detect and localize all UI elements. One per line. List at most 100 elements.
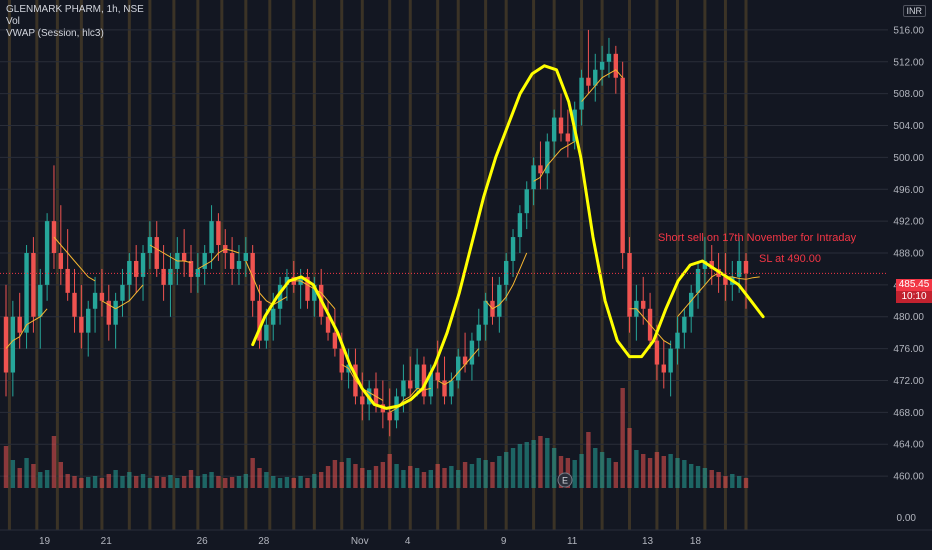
session-band <box>340 0 344 530</box>
candle-body <box>654 340 660 365</box>
candle-body <box>723 276 728 285</box>
volume-bar <box>360 468 365 488</box>
candle-body <box>545 141 550 174</box>
candle-body <box>428 372 434 397</box>
countdown-tag: 10:10 <box>896 291 932 303</box>
volume-bar <box>318 472 324 488</box>
candle-body <box>510 237 516 261</box>
candle-body <box>284 276 290 285</box>
candle-body <box>414 364 420 389</box>
volume-bar <box>579 454 584 488</box>
volume-bar <box>65 474 70 488</box>
candle-body <box>613 53 619 78</box>
volume-bar <box>606 458 612 488</box>
volume-indicator-label[interactable]: Vol <box>6 16 20 27</box>
volume-bar <box>229 477 235 488</box>
time-tick-label: 11 <box>567 536 578 547</box>
volume-bar <box>743 478 749 488</box>
session-band <box>7 0 11 530</box>
session-band <box>220 0 224 530</box>
session-band <box>484 0 488 530</box>
volume-bar <box>538 436 543 488</box>
candle-body <box>476 324 481 341</box>
volume-bar <box>284 477 290 488</box>
volume-bar <box>366 470 372 488</box>
volume-bar <box>154 476 159 488</box>
volume-bar <box>695 466 701 488</box>
volume-bar <box>688 464 694 488</box>
candle-body <box>65 268 70 293</box>
volume-bar <box>456 470 461 488</box>
candle-body <box>236 260 242 269</box>
vwap-segment <box>677 272 719 318</box>
price-tick-label: 492.00 <box>893 217 924 228</box>
earnings-marker-icon[interactable] <box>557 472 573 488</box>
candle-body <box>682 316 687 333</box>
volume-bar <box>161 477 166 488</box>
session-band <box>600 0 604 530</box>
volume-bar <box>421 472 427 488</box>
candle-body <box>743 260 749 274</box>
volume-bar <box>634 450 639 488</box>
volume-bar <box>709 470 714 488</box>
volume-bar <box>188 470 194 488</box>
session-band <box>388 0 392 530</box>
time-tick-label: 9 <box>501 536 507 547</box>
candle-body <box>312 284 317 301</box>
volume-bar <box>469 464 475 488</box>
volume-bar <box>312 474 317 488</box>
volume-bar <box>298 476 303 488</box>
short-sell-annotation[interactable]: Short sell on 17th November for Intraday <box>658 232 857 244</box>
price-axis: 516.00 512.00 508.00 504.00 500.00 496.00 492.… <box>888 0 932 550</box>
volume-bar <box>599 452 605 488</box>
volume-bar <box>661 456 666 488</box>
volume-bar <box>517 444 523 488</box>
volume-bar <box>558 456 564 488</box>
volume-bar <box>408 466 413 488</box>
volume-bar <box>133 476 139 488</box>
candle-body <box>10 316 16 373</box>
volume-bar <box>271 476 276 488</box>
candle-body <box>483 300 488 325</box>
candle-body <box>360 396 365 405</box>
grid-lines <box>0 29 888 477</box>
price-tick-label: 516.00 <box>893 25 924 36</box>
candle-body <box>271 308 276 325</box>
candle-body <box>339 348 344 373</box>
vwap-indicator-label[interactable]: VWAP (Session, hlc3) <box>6 28 104 39</box>
vwap-segment <box>485 252 528 310</box>
volume-bar <box>92 476 98 488</box>
symbol-label[interactable]: GLENMARK PHARM, 1h, NSE <box>6 4 144 15</box>
candlesticks <box>3 29 749 437</box>
volume-bar <box>339 462 344 488</box>
vwap-segment <box>437 348 480 386</box>
volume-bar <box>243 474 249 488</box>
currency-badge[interactable]: INR <box>902 5 926 17</box>
candle-body <box>551 117 557 142</box>
candle-body <box>133 260 139 277</box>
volume-bar <box>476 458 481 488</box>
session-band <box>456 0 460 530</box>
time-tick-label: 26 <box>197 536 209 547</box>
candle-body <box>3 316 9 373</box>
volume-bar <box>401 470 406 488</box>
last-price-tag: 485.45 <box>896 279 932 291</box>
session-band <box>360 0 364 530</box>
candle-body <box>517 213 523 238</box>
volume-bar <box>503 452 509 488</box>
volume-bar <box>428 470 434 488</box>
volume-bar <box>613 462 619 488</box>
candle-body <box>736 260 742 277</box>
volume-bar <box>702 468 708 488</box>
candle-body <box>161 268 166 285</box>
volume-bar <box>168 475 173 488</box>
session-band <box>55 0 59 530</box>
volume-bar <box>202 474 207 488</box>
candle-body <box>538 165 543 174</box>
earnings-marker-letter: E <box>562 476 568 486</box>
stop-loss-annotation[interactable]: SL at 490.00 <box>759 253 821 265</box>
volume-bar <box>79 478 84 488</box>
candle-body <box>449 380 454 397</box>
price-tick-label: 480.00 <box>893 312 924 323</box>
